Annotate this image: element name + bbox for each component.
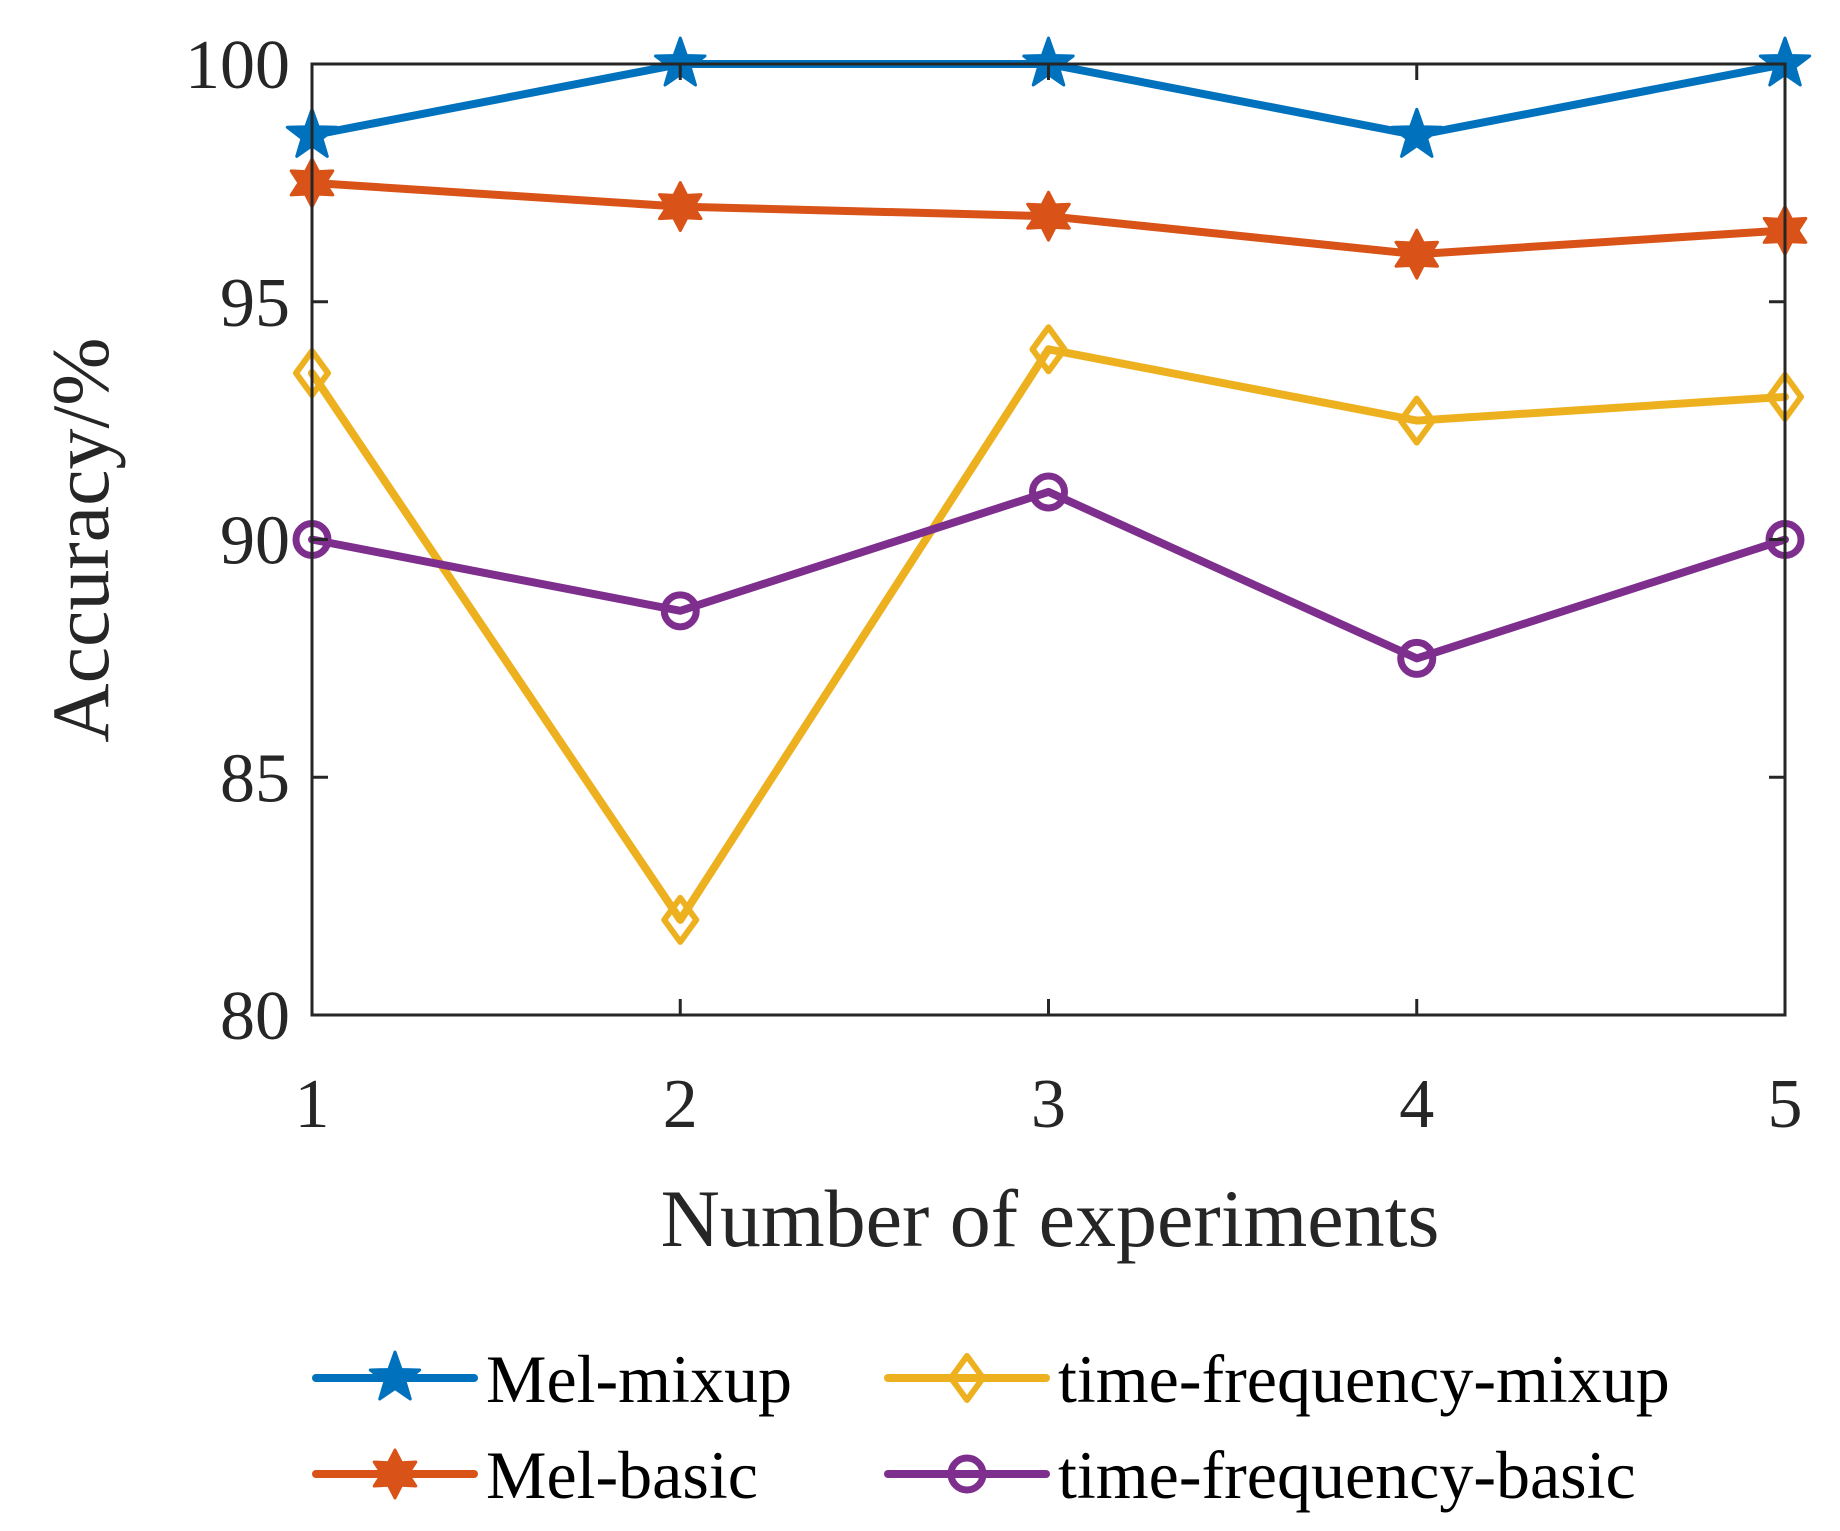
legend-label: Mel-basic (486, 1437, 758, 1513)
y-tick-label: 95 (220, 265, 290, 342)
data-point-marker (658, 181, 703, 233)
legend-item-time-frequency-mixup: time-frequency-mixup (884, 1341, 1670, 1417)
data-point-marker (1029, 324, 1068, 375)
series-line (308, 487, 1789, 663)
plot-area (285, 36, 1812, 945)
y-axis-title: Accuracy/% (35, 337, 126, 742)
x-tick-label: 3 (1031, 1066, 1066, 1143)
data-point-marker (1394, 228, 1439, 280)
data-point-marker (660, 591, 700, 631)
data-point-marker (661, 894, 700, 945)
legend-label: Mel-mixup (486, 1341, 792, 1417)
x-tick-label: 1 (295, 1066, 330, 1143)
legend-marker (368, 1350, 422, 1401)
data-point-marker (1029, 472, 1068, 512)
data-point-marker (1397, 638, 1437, 678)
legend-label: time-frequency-mixup (1058, 1341, 1670, 1417)
y-tick-label: 85 (220, 740, 290, 817)
data-point-marker (1026, 190, 1071, 242)
series-time-frequency-mixup (293, 324, 1804, 945)
series-line (308, 345, 1789, 924)
legend-item-mel-basic: Mel-basic (312, 1437, 758, 1513)
legend-marker (372, 1448, 418, 1500)
series-mel-mixup (285, 36, 1812, 158)
y-tick-label: 90 (220, 503, 290, 580)
legend-item-mel-mixup: Mel-mixup (312, 1341, 792, 1417)
data-point-marker (1397, 395, 1436, 446)
x-axis-title: Number of experiments (661, 1173, 1440, 1264)
y-tick-label: 100 (185, 27, 290, 104)
series-mel-basic (289, 157, 1808, 280)
y-tick-label: 80 (220, 978, 290, 1055)
legend-label: time-frequency-basic (1058, 1437, 1636, 1513)
legend-item-time-frequency-basic: time-frequency-basic (884, 1437, 1636, 1513)
legend-marker (948, 1353, 986, 1403)
x-tick-label: 5 (1768, 1066, 1803, 1143)
x-tick-label: 2 (663, 1066, 698, 1143)
axes: 80 85 90 95 100 1 2 3 4 5 (185, 27, 1803, 1143)
legend-marker (947, 1454, 987, 1494)
x-tick-label: 4 (1399, 1066, 1434, 1143)
legend: Mel-mixup Mel-basic time-frequency-mixup ti… (312, 1341, 1670, 1513)
data-point-marker (1390, 107, 1443, 158)
series-time-frequency-basic (292, 472, 1805, 678)
